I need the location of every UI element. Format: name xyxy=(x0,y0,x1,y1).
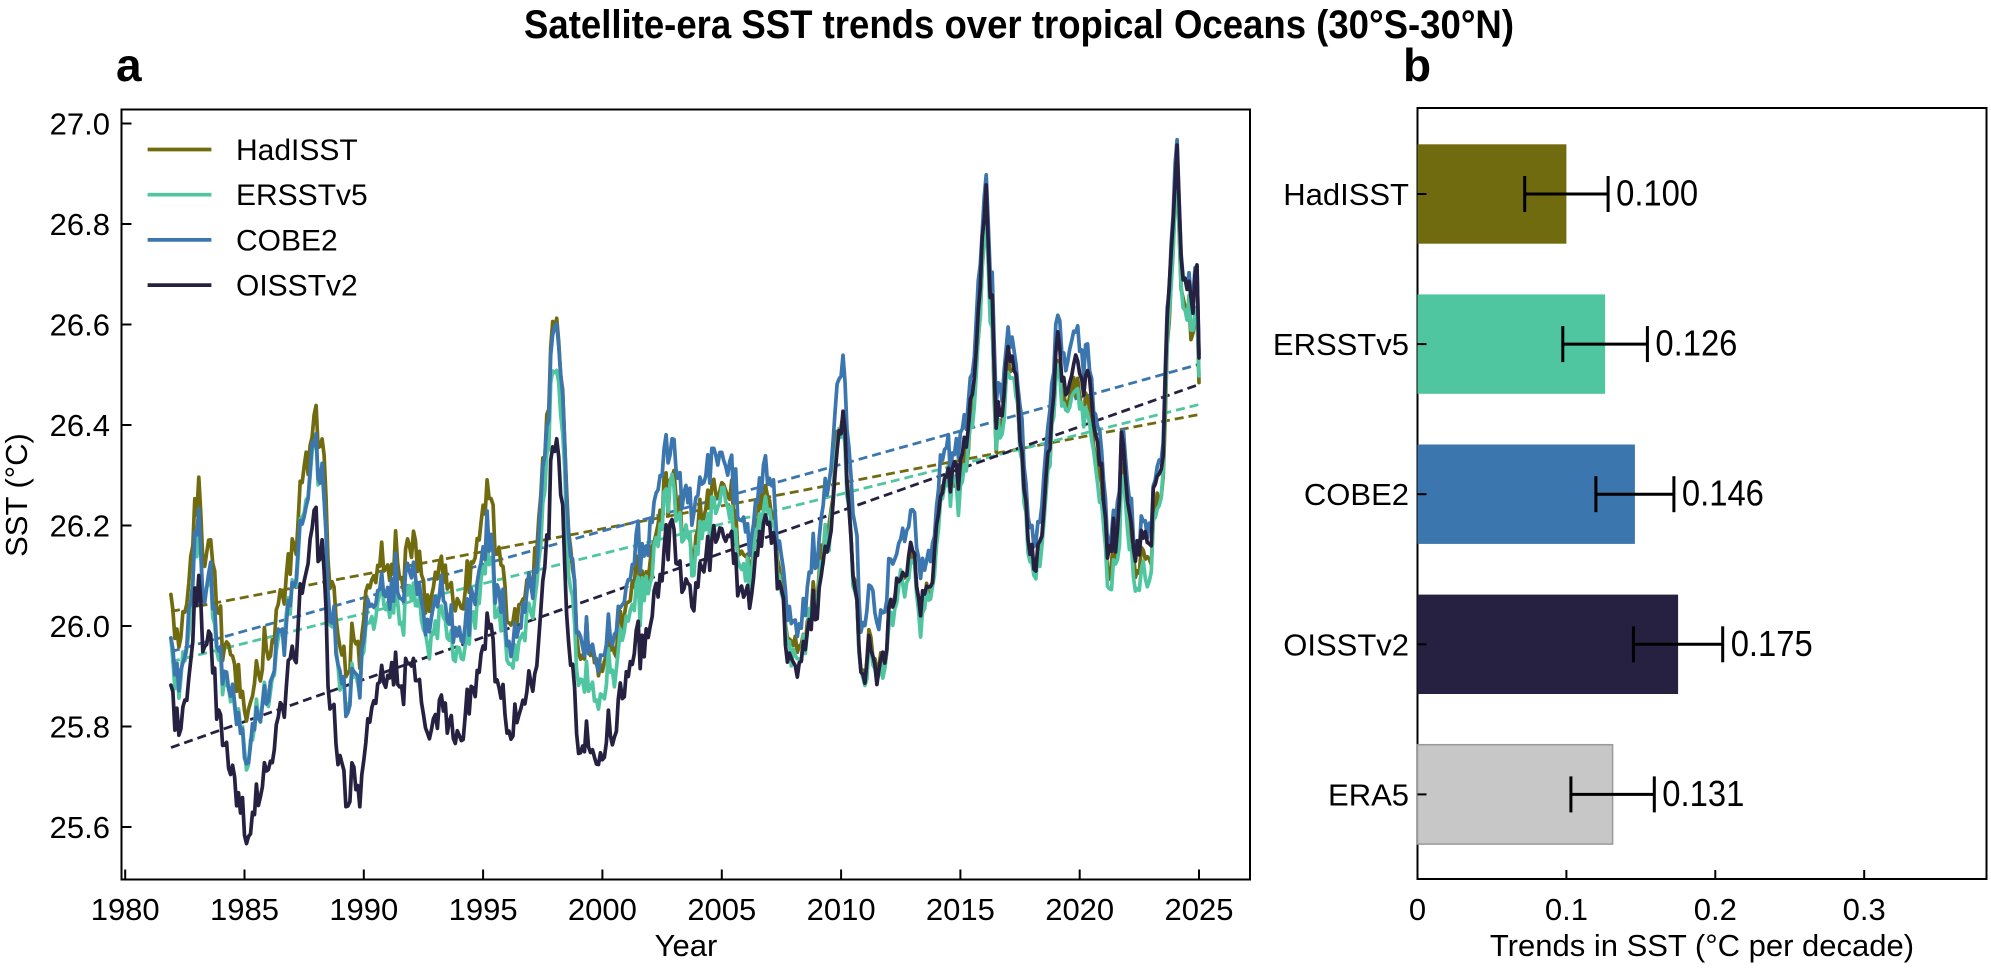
svg-text:26.0: 26.0 xyxy=(50,609,110,644)
svg-text:Trends in SST (°C per decade): Trends in SST (°C per decade) xyxy=(1490,928,1914,963)
svg-text:0.3: 0.3 xyxy=(1843,892,1886,927)
svg-text:25.6: 25.6 xyxy=(50,810,110,845)
svg-text:OISSTv2: OISSTv2 xyxy=(1283,627,1409,662)
svg-text:0.2: 0.2 xyxy=(1694,892,1737,927)
svg-text:2000: 2000 xyxy=(568,892,637,927)
svg-text:ERSSTv5: ERSSTv5 xyxy=(1273,327,1409,362)
svg-text:26.6: 26.6 xyxy=(50,308,110,343)
svg-text:2005: 2005 xyxy=(687,892,756,927)
svg-text:0.131: 0.131 xyxy=(1662,773,1744,814)
svg-text:Year: Year xyxy=(655,928,718,963)
svg-text:2010: 2010 xyxy=(807,892,876,927)
svg-text:26.2: 26.2 xyxy=(50,509,110,544)
svg-text:1990: 1990 xyxy=(329,892,398,927)
svg-text:Satellite-era SST trends over: Satellite-era SST trends over tropical O… xyxy=(524,3,1514,47)
svg-text:26.4: 26.4 xyxy=(50,408,110,443)
svg-text:0.1: 0.1 xyxy=(1545,892,1588,927)
svg-text:1980: 1980 xyxy=(91,892,160,927)
svg-text:b: b xyxy=(1403,39,1431,91)
svg-text:1985: 1985 xyxy=(210,892,279,927)
svg-text:COBE2: COBE2 xyxy=(1304,477,1409,512)
svg-text:0.175: 0.175 xyxy=(1731,623,1813,664)
svg-text:HadISST: HadISST xyxy=(236,134,358,167)
svg-text:COBE2: COBE2 xyxy=(236,224,338,257)
svg-text:a: a xyxy=(116,39,142,91)
svg-text:25.8: 25.8 xyxy=(50,710,110,745)
svg-text:0: 0 xyxy=(1409,892,1426,927)
svg-text:SST (°C): SST (°C) xyxy=(0,433,34,557)
svg-text:1995: 1995 xyxy=(449,892,518,927)
svg-text:2020: 2020 xyxy=(1045,892,1114,927)
svg-text:0.100: 0.100 xyxy=(1616,173,1698,214)
svg-text:0.126: 0.126 xyxy=(1655,323,1737,364)
svg-text:26.8: 26.8 xyxy=(50,207,110,242)
svg-text:OISSTv2: OISSTv2 xyxy=(236,270,358,303)
svg-text:0.146: 0.146 xyxy=(1682,473,1764,514)
svg-text:2015: 2015 xyxy=(926,892,995,927)
svg-text:HadISST: HadISST xyxy=(1283,177,1409,212)
svg-text:2025: 2025 xyxy=(1165,892,1234,927)
svg-text:ERA5: ERA5 xyxy=(1328,777,1409,812)
svg-text:27.0: 27.0 xyxy=(50,107,110,142)
svg-text:ERSSTv5: ERSSTv5 xyxy=(236,179,368,212)
